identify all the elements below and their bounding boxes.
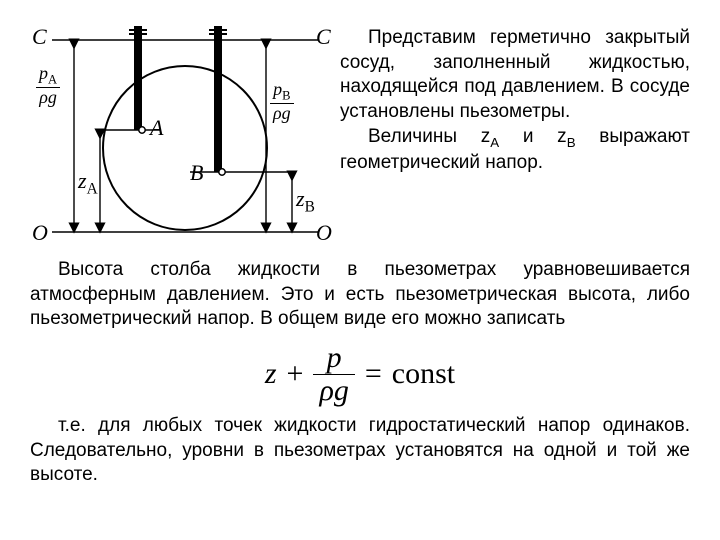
label-C-right: C [316, 24, 331, 50]
label-O-right: O [316, 220, 332, 246]
label-B: B [190, 160, 203, 186]
label-zB: zB [296, 186, 315, 216]
label-zA: zA [78, 168, 98, 198]
equation: z + p ρg = const [30, 342, 690, 406]
paragraph-2: Высота столба жидкости в пьезометрах ура… [30, 258, 690, 332]
label-pB-over-rhog: pB ρg [270, 80, 294, 123]
intro-paragraph: Представим герметично закрытый сосуд, за… [330, 20, 690, 176]
p1a: Представим герметично закрытый сосуд, за… [340, 26, 690, 125]
piezometer-diagram: C C O O A B zA zB pA ρg pB ρg [30, 20, 330, 250]
label-A: A [150, 115, 163, 141]
p1b: Величины zA и zB выражают геометрический… [340, 125, 690, 176]
label-pA-over-rhog: pA ρg [36, 64, 60, 107]
paragraph-3: т.е. для любых точек жидкости гидростати… [30, 414, 690, 488]
label-C-left: C [32, 24, 47, 50]
diagram-svg [30, 20, 330, 250]
label-O-left: O [32, 220, 48, 246]
